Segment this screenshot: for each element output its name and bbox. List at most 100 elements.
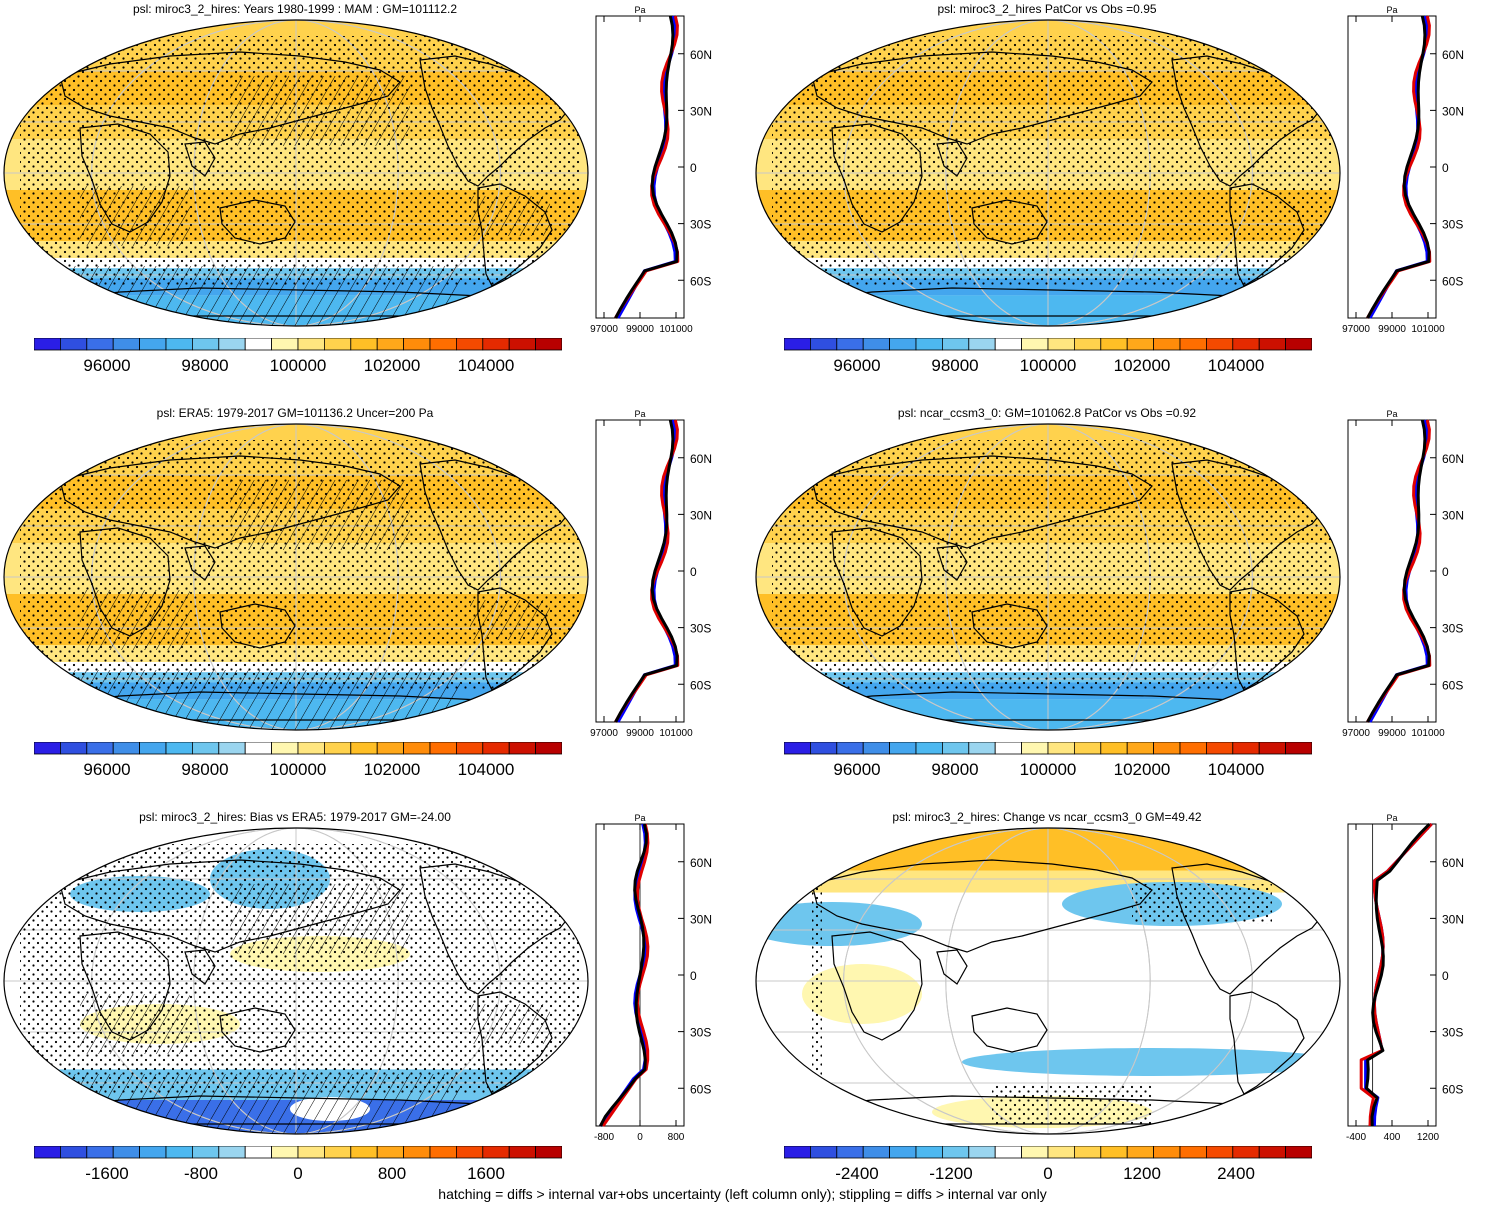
colorbar-swatch — [244, 338, 272, 351]
cbar-label: 2400 — [1217, 1164, 1255, 1183]
panel-title-p4: psl: ncar_ccsm3_0: GM=101062.8 PatCor vs… — [897, 406, 1197, 420]
colorbar-swatch — [376, 1146, 405, 1159]
colorbar-swatch — [836, 742, 864, 755]
zonal-x-label: 99000 — [1378, 728, 1406, 739]
map-outline — [3, 423, 589, 731]
zonal-lat-label: 60N — [1442, 452, 1464, 466]
colorbar-swatch — [784, 1146, 811, 1159]
zonal-lat-label: 0 — [1442, 969, 1449, 983]
colorbar-swatch — [34, 742, 61, 755]
map-field — [756, 828, 1340, 1134]
colorbar-swatch — [482, 742, 510, 755]
cbar-label: 96000 — [833, 356, 881, 375]
coastline — [811, 859, 1153, 953]
zonal-lat-label: 60N — [690, 452, 712, 466]
zonal-lat-label: 60S — [1442, 274, 1463, 288]
colorbar-swatch — [34, 338, 61, 351]
zonal-lat-label: 60S — [690, 274, 711, 288]
colorbar-swatch — [271, 338, 299, 351]
zonal-lat-label: 0 — [690, 969, 697, 983]
zonal-lat-label: 0 — [690, 161, 697, 175]
cbar-label: 96000 — [83, 356, 131, 375]
coastline — [831, 527, 923, 637]
colorbar-swatch — [508, 1146, 537, 1159]
map-p1 — [3, 19, 589, 327]
colorbar-labels-p4: 96000 98000 100000 102000 104000 — [784, 760, 1312, 780]
map-outline — [755, 827, 1341, 1135]
zonal-x-label: 97000 — [590, 728, 618, 739]
zonal-x-label: 97000 — [1342, 324, 1370, 335]
zonal-x-label: 97000 — [1342, 728, 1370, 739]
colorbar-labels-p3: 96000 98000 100000 102000 104000 — [34, 760, 562, 780]
colorbar-swatch — [968, 338, 996, 351]
colorbar-swatch — [1153, 338, 1181, 351]
colorbar-swatch — [862, 1146, 890, 1159]
cbar-label: 102000 — [363, 356, 421, 375]
map-field — [756, 20, 1340, 326]
coastline — [477, 183, 553, 287]
cbar-label: 800 — [377, 1164, 407, 1183]
stippling — [20, 36, 580, 286]
zonal-lat-label: 60N — [1442, 856, 1464, 870]
zonal-lat-label: 30S — [690, 1026, 711, 1040]
cbar-label: 98000 — [181, 356, 229, 375]
zonal-lat-label: 30N — [690, 508, 712, 522]
colorbar-swatch — [429, 1146, 457, 1159]
colorbar-swatch — [482, 1146, 510, 1159]
colorbar-swatch — [191, 1146, 220, 1159]
coastline — [780, 1095, 1314, 1125]
coastline — [1229, 587, 1305, 691]
colorbar-labels-p1: 96000 98000 100000 102000 104000 — [34, 356, 562, 376]
cbar-label: 96000 — [83, 760, 131, 779]
colorbar-swatch — [455, 338, 484, 351]
colorbar-swatch — [994, 338, 1022, 351]
cbar-label: 0 — [293, 1164, 303, 1183]
colorbar-swatch — [1179, 338, 1207, 351]
coastline — [59, 859, 401, 953]
colorbar-swatch — [86, 1146, 114, 1159]
zonal-x-label: 101000 — [1411, 324, 1445, 335]
cbar-label: 100000 — [269, 760, 327, 779]
zonal-x-label: 400 — [1384, 1132, 1401, 1143]
colorbar-swatch — [244, 1146, 272, 1159]
colorbar-swatch — [1285, 338, 1312, 351]
zonal-series-line — [599, 823, 648, 1127]
stippling — [812, 864, 822, 1134]
cbar-label: 102000 — [1113, 356, 1171, 375]
colorbar-swatch — [1179, 742, 1207, 755]
colorbar-swatch — [350, 338, 378, 351]
zonal-lat-label: 30N — [690, 104, 712, 118]
colorbar-swatch — [1073, 1146, 1102, 1159]
colorbar-swatch — [297, 742, 325, 755]
coastline — [219, 1007, 296, 1053]
colorbar-swatch — [889, 1146, 917, 1159]
colorbar-swatch — [34, 1146, 61, 1159]
coastline — [971, 603, 1048, 649]
colorbar-swatch — [218, 338, 246, 351]
zonal-series-line — [1364, 822, 1433, 1127]
colorbar-swatch — [1073, 742, 1102, 755]
zonal-series-line — [1365, 822, 1431, 1127]
colorbar-swatch — [112, 338, 140, 351]
hatching — [80, 994, 190, 1054]
coastline — [971, 199, 1048, 245]
hatching — [60, 1074, 460, 1134]
colorbar-swatch — [1047, 742, 1075, 755]
colorbar-swatch — [403, 338, 431, 351]
field-blob — [802, 964, 922, 1024]
colorbar-swatch — [1047, 338, 1075, 351]
zonal-plot-p5: Pa 60N 30N 0 30S 60S -800 0 800 — [594, 813, 712, 1143]
coastline — [1229, 991, 1305, 1095]
panel-title-p6: psl: miroc3_2_hires: Change vs ncar_ccsm… — [892, 810, 1202, 824]
colorbar-swatch — [784, 742, 811, 755]
colorbar-swatch — [1258, 338, 1287, 351]
zonal-x-label: 800 — [668, 1132, 685, 1143]
stippling — [772, 440, 1332, 690]
zonal-lat-label: 60S — [690, 678, 711, 692]
hatching — [470, 600, 550, 640]
coastline — [219, 603, 296, 649]
colorbar-swatch — [165, 742, 193, 755]
colorbar-swatch — [1285, 1146, 1312, 1159]
colorbar-swatch — [915, 1146, 943, 1159]
colorbar-swatch — [1021, 338, 1049, 351]
